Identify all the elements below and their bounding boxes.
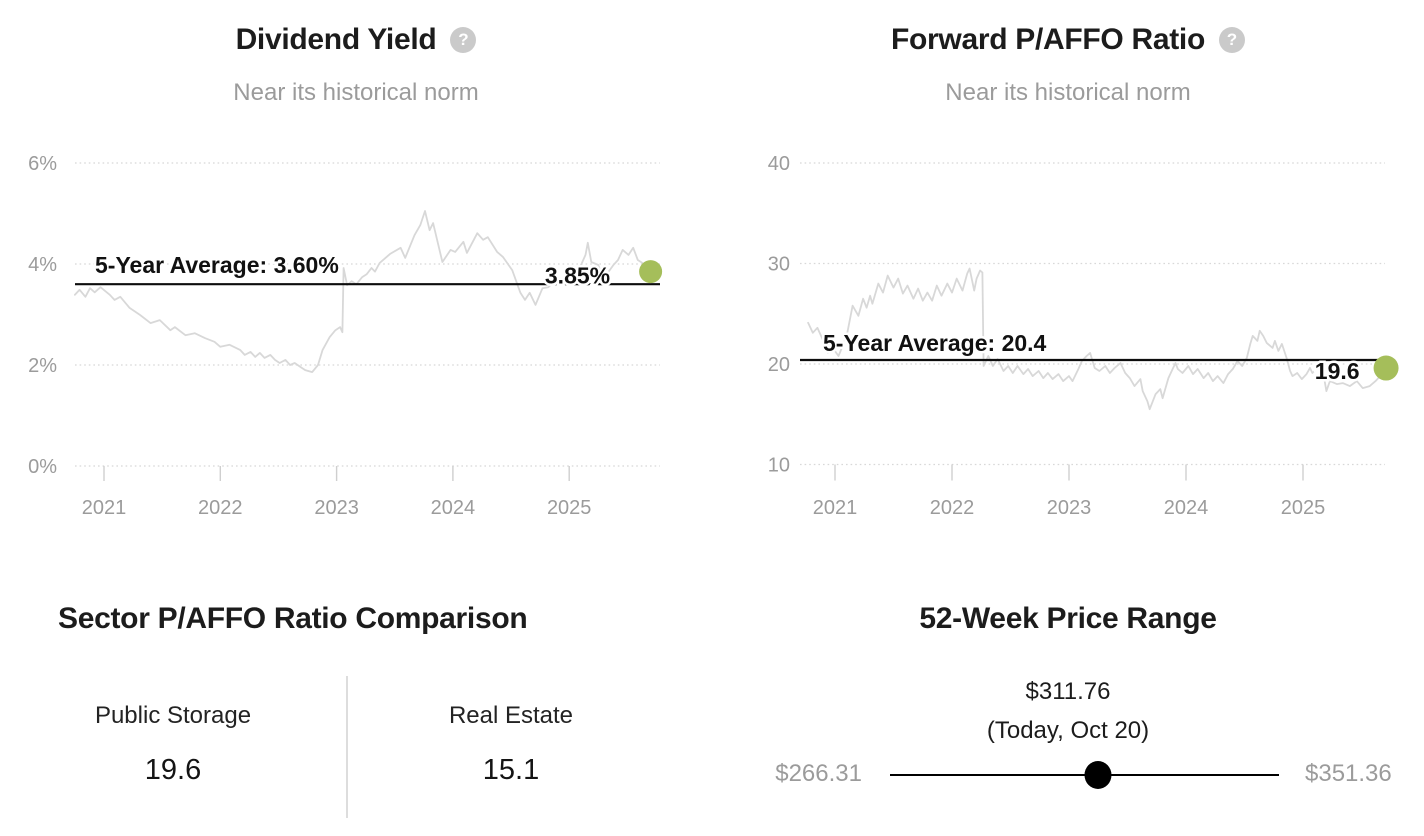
series-line	[807, 267, 1387, 411]
series-line	[74, 210, 652, 374]
help-icon[interactable]: ?	[450, 27, 477, 53]
chart-subtitle: Near its historical norm	[233, 79, 479, 106]
vertical-divider	[346, 676, 348, 818]
x-axis-label: 2022	[198, 497, 243, 519]
chart-title: Dividend Yield	[235, 23, 437, 56]
forward-paffo-panel: Forward P/AFFO Ratio ? Near its historic…	[712, 0, 1424, 560]
comparison-value-public-storage: 19.6	[144, 754, 202, 786]
y-axis-label: 2%	[28, 355, 57, 377]
help-icon[interactable]: ?	[1219, 27, 1245, 53]
x-axis-label: 2023	[1047, 497, 1092, 519]
chart-title: Forward P/AFFO Ratio	[890, 23, 1205, 56]
dividend-yield-panel: Dividend Yield ? Near its historical nor…	[0, 0, 712, 560]
y-axis-label: 10	[768, 455, 790, 477]
price-range-track	[890, 761, 1279, 789]
y-axis-label: 20	[768, 354, 790, 376]
section-title: 52-Week Price Range	[919, 602, 1217, 635]
price-range-panel: 52-Week Price Range $311.76 (Today, Oct …	[712, 560, 1424, 836]
comparison-label-public-storage: Public Storage	[94, 702, 252, 729]
x-axis-label: 2024	[1164, 497, 1209, 519]
average-label: 5-Year Average: 20.4	[823, 330, 1047, 356]
section-title: Sector P/AFFO Ratio Comparison	[58, 602, 528, 635]
chart-title-row: Dividend Yield ?	[0, 22, 712, 58]
comparison-label-real-estate: Real Estate	[448, 702, 574, 729]
current-value-label: 19.6	[1315, 358, 1360, 384]
y-axis-label: 4%	[28, 254, 57, 276]
current-price: $311.76	[1025, 678, 1111, 705]
x-axis-label: 2024	[431, 497, 476, 519]
average-label: 5-Year Average: 3.60%	[95, 252, 339, 278]
y-axis-label: 6%	[28, 153, 57, 175]
x-axis-label: 2025	[547, 497, 592, 519]
price-range-marker	[1084, 761, 1112, 789]
comparison-value-real-estate: 15.1	[482, 754, 540, 786]
current-price-date: (Today, Oct 20)	[986, 717, 1150, 744]
current-value-marker	[1373, 355, 1399, 381]
x-axis-label: 2025	[1281, 497, 1326, 519]
forward-paffo-plot: 40 30 20 10 2021 2022 2023 2024 2025 5-Year Avera…	[768, 153, 1399, 519]
range-low-label: $266.31	[775, 760, 862, 787]
dividend-yield-plot: 6% 4% 2% 0% 2021 2022 2023 2024 2025 5-Year Avera…	[28, 153, 663, 519]
range-high-label: $351.36	[1305, 760, 1392, 787]
current-value-label: 3.85%	[545, 263, 610, 289]
x-axis-label: 2021	[82, 497, 127, 519]
current-value-marker	[639, 260, 663, 284]
x-axis-label: 2022	[930, 497, 975, 519]
sector-comparison-panel: Sector P/AFFO Ratio Comparison Public St…	[0, 560, 712, 836]
x-axis-label: 2023	[314, 497, 359, 519]
y-axis-label: 40	[768, 153, 790, 175]
x-axis-label: 2021	[813, 497, 858, 519]
chart-subtitle: Near its historical norm	[945, 79, 1191, 106]
y-axis-label: 0%	[28, 456, 57, 478]
chart-title-row: Forward P/AFFO Ratio ?	[712, 22, 1424, 58]
y-axis-label: 30	[768, 254, 790, 276]
